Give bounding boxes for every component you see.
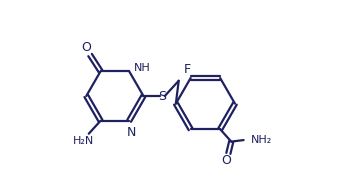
Text: N: N (127, 126, 136, 139)
Text: O: O (221, 154, 231, 167)
Text: S: S (158, 89, 166, 103)
Text: NH₂: NH₂ (251, 135, 272, 145)
Text: NH: NH (134, 63, 151, 73)
Text: O: O (82, 41, 92, 54)
Text: H₂N: H₂N (73, 136, 94, 146)
Text: F: F (184, 63, 191, 76)
